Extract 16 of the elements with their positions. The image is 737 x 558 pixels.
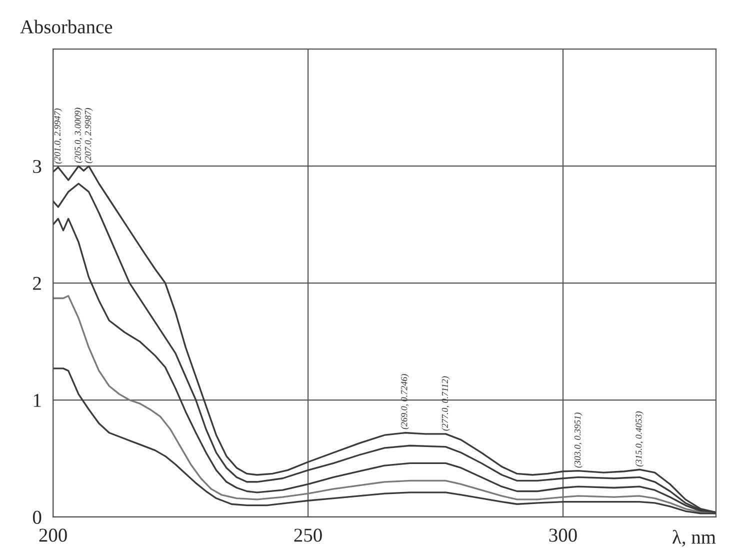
annotation: (277.0, 0.7112) — [442, 376, 450, 431]
y-tick-label: 3 — [33, 160, 42, 174]
annotation: (269.0, 0.7246) — [400, 374, 410, 430]
x-tick-label: 300 — [549, 528, 577, 542]
x-tick-label: 250 — [294, 528, 322, 542]
y-tick-label: 1 — [34, 394, 41, 407]
annotation: (315.0, 0.4053) — [635, 411, 644, 466]
x-tick-label: 200 — [39, 528, 67, 542]
x-axis-title: λ, nm — [672, 530, 716, 547]
y-axis-title: Absorbance — [20, 20, 112, 34]
y-tick-label: 2 — [33, 276, 41, 290]
y-tick-label: 0 — [32, 510, 42, 524]
annotation: (303.0, 0.3951) — [574, 412, 582, 468]
annotation: (201.0, 2.9947) — [54, 108, 62, 164]
annotation: (207.0, 2.9987) — [84, 108, 93, 164]
annotation: (205.0, 3.0009) — [74, 108, 83, 163]
